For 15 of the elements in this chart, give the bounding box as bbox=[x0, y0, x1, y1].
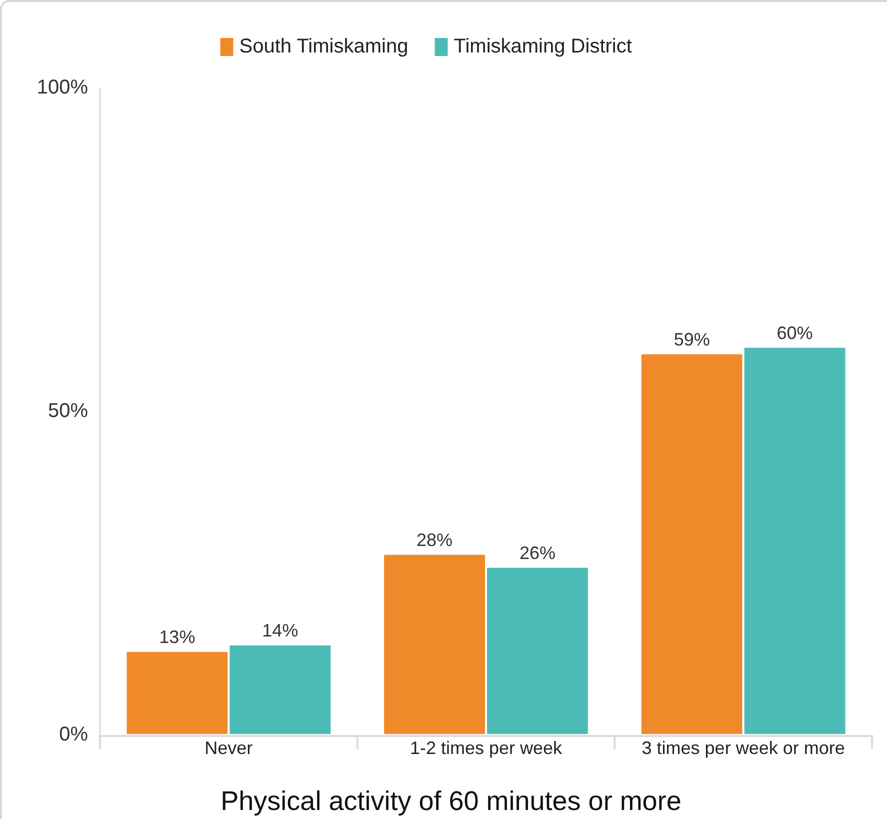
x-axis-title: Physical activity of 60 minutes or more bbox=[220, 786, 682, 816]
data-label: 59% bbox=[674, 329, 710, 350]
x-tick-label: Never bbox=[204, 738, 253, 758]
data-label: 14% bbox=[262, 620, 298, 640]
y-tick-label: 0% bbox=[59, 723, 88, 746]
x-tick-label: 3 times per week or more bbox=[642, 738, 845, 758]
legend-label: South Timiskaming bbox=[239, 35, 408, 58]
data-label: 28% bbox=[416, 530, 453, 550]
data-label: 13% bbox=[159, 626, 196, 647]
data-label: 60% bbox=[776, 322, 813, 343]
y-tick-label: 50% bbox=[48, 400, 88, 422]
x-tick-label: 1-2 times per week bbox=[410, 738, 564, 758]
legend-label: Timiskaming District bbox=[454, 35, 632, 58]
y-tick-label: 100% bbox=[36, 76, 88, 98]
data-label: 26% bbox=[519, 542, 556, 563]
